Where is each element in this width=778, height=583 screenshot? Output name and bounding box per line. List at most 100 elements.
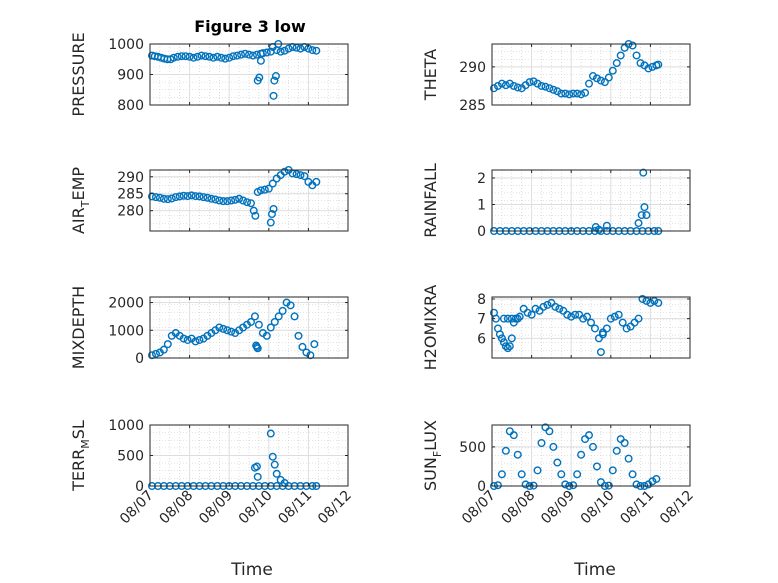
data-point bbox=[525, 78, 534, 87]
panel-rainfall: 0 1 2 RAINFALL bbox=[421, 163, 691, 240]
data-point bbox=[634, 219, 643, 228]
data-point bbox=[501, 81, 510, 90]
data-point bbox=[294, 331, 303, 340]
data-point bbox=[577, 90, 586, 99]
y-tick-label: 0 bbox=[477, 479, 486, 495]
data-point bbox=[620, 438, 629, 447]
data-point bbox=[239, 196, 248, 205]
data-point bbox=[642, 296, 651, 305]
y-axis-label: H2OMIXRA bbox=[421, 285, 440, 371]
x-tick-label: 08/11 bbox=[617, 488, 657, 528]
axes-box bbox=[491, 169, 691, 232]
data-point bbox=[585, 79, 594, 88]
y-tick-label: 8 bbox=[477, 292, 486, 308]
y-tick-label: 1 bbox=[477, 197, 486, 213]
data-point bbox=[215, 196, 224, 205]
data-point bbox=[622, 324, 631, 333]
data-point bbox=[223, 197, 232, 206]
data-point bbox=[588, 72, 597, 81]
data-point bbox=[493, 481, 502, 490]
data-point bbox=[602, 324, 611, 333]
data-point bbox=[654, 60, 663, 69]
data-point bbox=[634, 314, 643, 323]
data-point bbox=[181, 52, 190, 61]
data-point bbox=[167, 194, 176, 203]
data-point bbox=[652, 474, 661, 483]
data-point bbox=[195, 192, 204, 201]
data-point bbox=[497, 470, 506, 479]
data-point bbox=[533, 466, 542, 475]
y-axis-label: THETA bbox=[421, 49, 440, 101]
data-point bbox=[248, 51, 257, 60]
data-point bbox=[581, 88, 590, 97]
y-tick-label: 2 bbox=[477, 171, 486, 187]
data-point bbox=[249, 206, 258, 215]
data-point bbox=[590, 324, 599, 333]
data-point bbox=[241, 49, 250, 58]
data-point bbox=[256, 186, 265, 195]
data-point bbox=[513, 83, 522, 92]
data-point bbox=[642, 211, 651, 220]
data-point bbox=[177, 52, 186, 61]
data-point bbox=[497, 334, 506, 343]
data-point bbox=[618, 318, 627, 327]
data-point bbox=[573, 470, 582, 479]
data-point bbox=[551, 302, 560, 311]
data-point bbox=[252, 341, 261, 350]
data-point bbox=[545, 427, 554, 436]
y-tick-label: 1000 bbox=[108, 323, 144, 339]
y-tick-label: 280 bbox=[117, 204, 144, 220]
data-point bbox=[147, 192, 156, 201]
data-point bbox=[290, 312, 299, 321]
data-point bbox=[308, 46, 317, 55]
y-tick-label: 285 bbox=[459, 98, 486, 114]
x-tick-label: 08/11 bbox=[275, 488, 315, 528]
data-point bbox=[183, 192, 192, 201]
y-tick-label: 290 bbox=[117, 170, 144, 186]
data-point bbox=[189, 53, 198, 62]
data-point bbox=[541, 82, 550, 91]
data-point bbox=[583, 312, 592, 321]
data-point bbox=[171, 193, 180, 202]
data-point bbox=[296, 171, 305, 180]
data-point bbox=[495, 330, 504, 339]
data-point bbox=[594, 225, 603, 234]
data-point bbox=[262, 48, 271, 57]
data-point bbox=[159, 194, 168, 203]
data-point bbox=[515, 312, 524, 321]
axes-box bbox=[491, 296, 691, 359]
data-point bbox=[637, 211, 646, 220]
data-point bbox=[215, 323, 224, 332]
data-point bbox=[243, 198, 252, 207]
data-point bbox=[581, 435, 590, 444]
data-point bbox=[630, 318, 639, 327]
data-point bbox=[269, 204, 278, 213]
data-point bbox=[636, 59, 645, 68]
data-point bbox=[269, 91, 278, 100]
data-point bbox=[203, 193, 212, 202]
data-point bbox=[266, 218, 275, 227]
y-tick-label: 1000 bbox=[108, 37, 144, 53]
data-point bbox=[244, 50, 253, 59]
data-point bbox=[223, 326, 232, 335]
data-point bbox=[219, 197, 228, 206]
data-point bbox=[267, 210, 276, 219]
data-point bbox=[555, 304, 564, 313]
data-point bbox=[286, 301, 295, 310]
data-point bbox=[300, 43, 309, 52]
data-point bbox=[255, 73, 264, 82]
data-point bbox=[227, 327, 236, 336]
data-point bbox=[262, 331, 271, 340]
x-tick-label: 08/09 bbox=[538, 488, 578, 528]
data-point bbox=[264, 184, 273, 193]
data-point bbox=[598, 328, 607, 337]
data-point bbox=[199, 193, 208, 202]
data-point bbox=[533, 79, 542, 88]
y-tick-label: 7 bbox=[477, 312, 486, 328]
data-point bbox=[310, 340, 319, 349]
data-point bbox=[246, 199, 255, 208]
x-axis-label-left: Time bbox=[230, 560, 273, 580]
data-point bbox=[151, 193, 160, 202]
